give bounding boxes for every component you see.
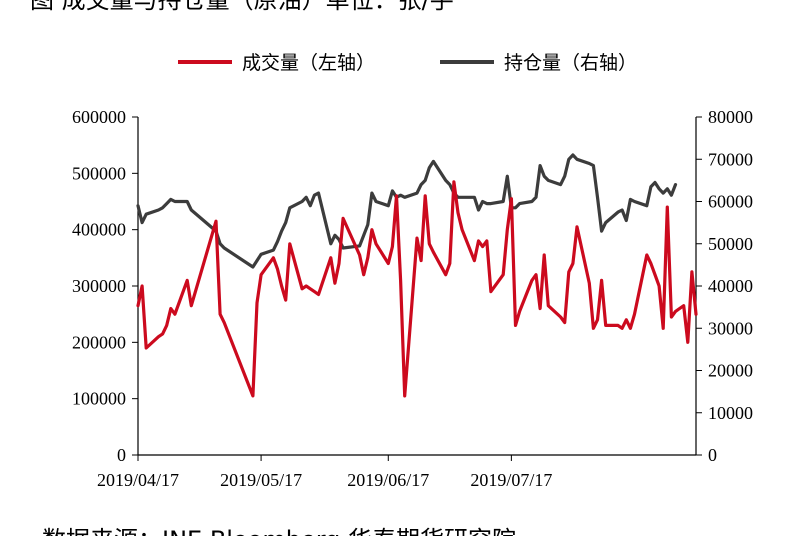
left-axis-ticks: 0 100000 200000 300000 400000 500000 600000 xyxy=(72,107,138,465)
legend-label-volume: 成交量（左轴） xyxy=(242,52,375,74)
series-layer xyxy=(136,153,698,398)
x-axis-ticks: 2019/04/17 2019/05/17 2019/06/17 2019/07/17 xyxy=(97,455,552,490)
left-tick-label: 400000 xyxy=(72,220,126,240)
right-tick-label: 0 xyxy=(708,445,717,465)
figure-caption-fragment: 图 成交量与持仓量（原油）单位：张/手 xyxy=(30,0,454,14)
right-tick-label: 30000 xyxy=(708,318,753,338)
left-tick-label: 0 xyxy=(117,445,126,465)
left-tick-label: 200000 xyxy=(72,332,126,352)
left-tick-label: 100000 xyxy=(72,389,126,409)
x-tick-label: 2019/04/17 xyxy=(97,470,179,490)
left-tick-label: 600000 xyxy=(72,107,126,127)
axes xyxy=(137,117,697,456)
right-tick-label: 20000 xyxy=(708,361,753,381)
right-tick-label: 40000 xyxy=(708,276,753,296)
x-tick-label: 2019/07/17 xyxy=(470,470,552,490)
left-tick-label: 500000 xyxy=(72,163,126,183)
right-tick-label: 70000 xyxy=(708,149,753,169)
x-tick-label: 2019/05/17 xyxy=(220,470,302,490)
left-tick-label: 300000 xyxy=(72,276,126,296)
right-tick-label: 50000 xyxy=(708,234,753,254)
x-tick-label: 2019/06/17 xyxy=(347,470,429,490)
right-tick-label: 10000 xyxy=(708,403,753,423)
series-line-open-interest xyxy=(136,153,678,269)
right-axis-ticks: 0 10000 20000 30000 40000 50000 60000 70000 8000… xyxy=(696,107,753,465)
right-tick-label: 60000 xyxy=(708,192,753,212)
legend-label-open-interest: 持仓量（右轴） xyxy=(504,52,637,74)
legend: 成交量（左轴） 持仓量（右轴） xyxy=(178,52,637,74)
source-note-fragment: 数据来源：INE Bloomberg 华泰期货研究院 xyxy=(42,526,516,536)
right-tick-label: 80000 xyxy=(708,107,753,127)
series-line-volume xyxy=(136,180,698,398)
